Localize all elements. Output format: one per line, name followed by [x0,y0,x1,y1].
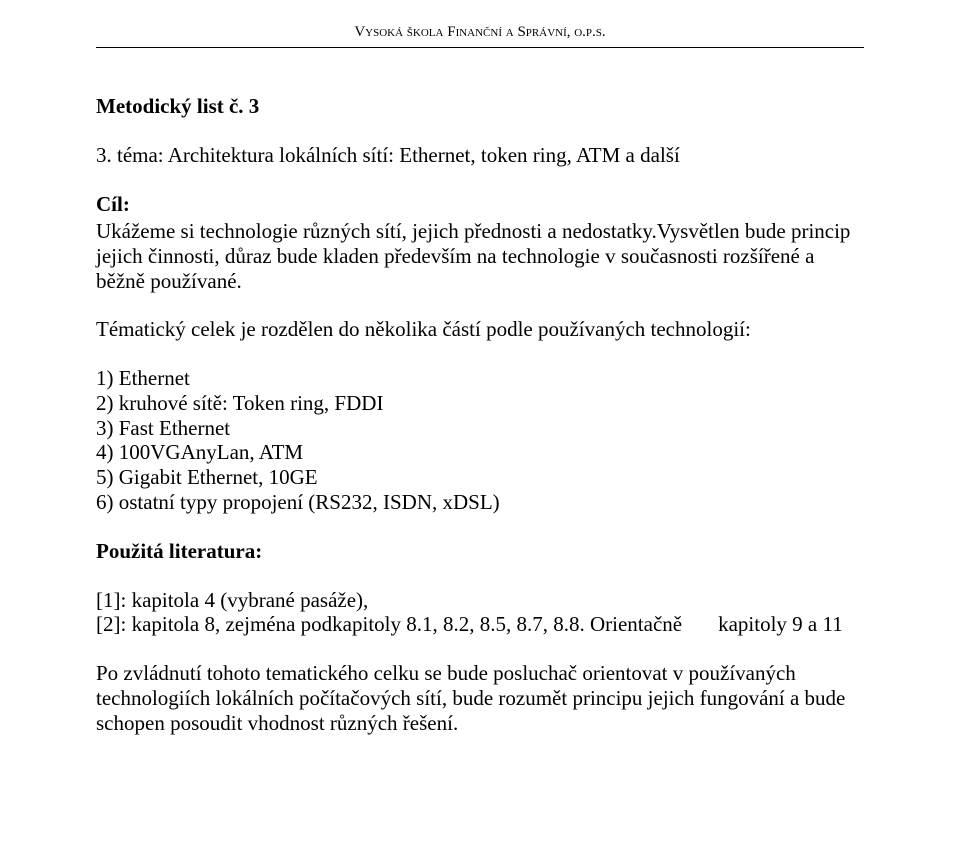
document-title: Metodický list č. 3 [96,94,864,119]
literature-trailing: kapitoly 9 a 11 [718,612,843,636]
literature-item: [2]: kapitola 8, zejména podkapitoly 8.1… [96,612,864,637]
literature-item-text: [2]: kapitola 8, zejména podkapitoly 8.1… [96,612,682,636]
page-header: Vysoká škola Finanční a Správní, o.p.s. [96,24,864,48]
list-item: 1) Ethernet [96,366,864,391]
literature-item: [1]: kapitola 4 (vybrané pasáže), [96,588,864,613]
goal-text: Ukážeme si technologie různých sítí, jej… [96,219,864,293]
goal-label: Cíl: [96,192,864,217]
outro-text: Po zvládnutí tohoto tematického celku se… [96,661,864,735]
header-text: Vysoká škola Finanční a Správní, o.p.s. [354,24,605,40]
list-item: 3) Fast Ethernet [96,416,864,441]
list-item: 5) Gigabit Ethernet, 10GE [96,465,864,490]
list-item: 4) 100VGAnyLan, ATM [96,440,864,465]
intro-text: Tématický celek je rozdělen do několika … [96,317,864,342]
list-item: 2) kruhové sítě: Token ring, FDDI [96,391,864,416]
topic-line: 3. téma: Architektura lokálních sítí: Et… [96,143,864,168]
list-item: 6) ostatní typy propojení (RS232, ISDN, … [96,490,864,515]
literature-label: Použitá literatura: [96,539,864,564]
literature-block: [1]: kapitola 4 (vybrané pasáže), [2]: k… [96,588,864,638]
topic-list: 1) Ethernet 2) kruhové sítě: Token ring,… [96,366,864,515]
